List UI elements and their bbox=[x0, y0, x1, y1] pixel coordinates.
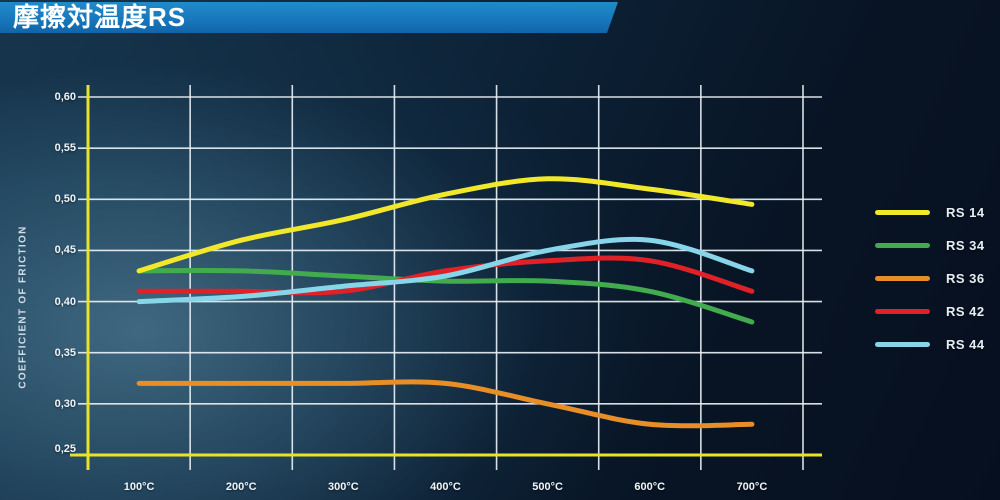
legend-item: RS 44 bbox=[875, 328, 985, 361]
legend-swatch bbox=[875, 210, 930, 215]
legend-item: RS 34 bbox=[875, 229, 985, 262]
legend-label: RS 34 bbox=[946, 238, 985, 253]
x-tick-label: 400°C bbox=[430, 481, 461, 493]
y-tick-label: 0,35 bbox=[54, 346, 76, 359]
series-line-RS-34 bbox=[136, 268, 755, 325]
series-line-RS-44 bbox=[136, 236, 755, 305]
legend-item: RS 42 bbox=[875, 295, 985, 328]
title-banner: 摩擦対温度RS bbox=[0, 2, 618, 33]
y-tick-label: 0,30 bbox=[54, 397, 76, 410]
legend-swatch bbox=[875, 243, 930, 248]
y-tick-label: 0,55 bbox=[54, 142, 76, 155]
legend-item: RS 14 bbox=[875, 196, 985, 229]
legend-swatch bbox=[875, 309, 930, 314]
y-tick-label: 0,50 bbox=[54, 193, 76, 206]
series-line-RS-14 bbox=[136, 176, 755, 274]
legend-label: RS 14 bbox=[946, 205, 985, 220]
x-tick-label: 100°C bbox=[123, 481, 155, 493]
legend-item: RS 36 bbox=[875, 262, 985, 295]
y-tick-label: 0,45 bbox=[54, 244, 76, 257]
y-tick-label: 0,25 bbox=[54, 443, 76, 455]
legend-swatch bbox=[875, 276, 930, 281]
x-tick-label: 200°C bbox=[225, 481, 257, 493]
legend: RS 14 RS 34 RS 36 RS 42 RS 44 bbox=[875, 196, 985, 361]
legend-label: RS 44 bbox=[946, 337, 985, 352]
x-tick-label: 300°C bbox=[327, 481, 359, 493]
x-tick-label: 600°C bbox=[634, 481, 666, 493]
page-title: 摩擦対温度RS bbox=[13, 2, 187, 32]
y-tick-label: 0,60 bbox=[54, 91, 76, 103]
series-line-RS-42 bbox=[136, 255, 755, 296]
x-tick-label: 700°C bbox=[736, 481, 768, 493]
legend-swatch bbox=[875, 342, 930, 347]
y-tick-label: 0,40 bbox=[54, 295, 76, 308]
legend-label: RS 36 bbox=[946, 271, 985, 286]
x-tick-label: 500°C bbox=[532, 481, 563, 493]
legend-label: RS 42 bbox=[946, 304, 985, 319]
series-line-RS-36 bbox=[136, 379, 755, 429]
